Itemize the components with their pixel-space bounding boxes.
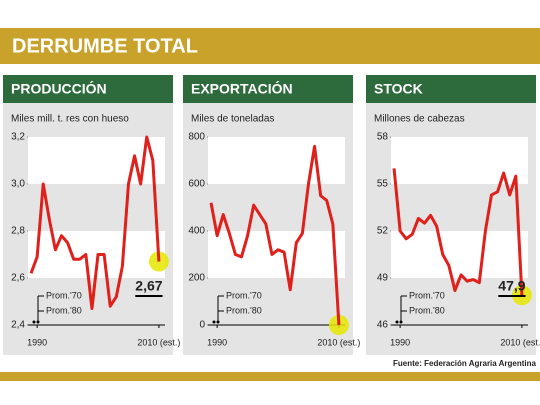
y-tick-label: 3,0 bbox=[11, 179, 25, 190]
grid-band bbox=[208, 231, 345, 278]
footer-band bbox=[0, 372, 540, 381]
grid-band bbox=[391, 231, 528, 278]
annotation: Prom.'70 bbox=[409, 290, 445, 300]
y-axis-label: Miles mill. t. res con hueso bbox=[11, 114, 129, 125]
average-dot bbox=[36, 320, 40, 324]
line bbox=[392, 168, 524, 296]
x-tick-label: 1990 bbox=[27, 337, 47, 347]
y-tick-label: 55 bbox=[377, 179, 389, 190]
y-tick-label: 200 bbox=[188, 273, 205, 284]
source: Fuente: Federación Agraria Argentina bbox=[393, 359, 537, 368]
panel-header bbox=[366, 75, 536, 103]
y-tick-label: 58 bbox=[377, 132, 389, 143]
x-tick-label: 1990 bbox=[390, 337, 410, 347]
y-tick-label: 400 bbox=[188, 226, 205, 237]
header-band bbox=[0, 28, 540, 64]
x-tick-label: 2010 (est.) bbox=[137, 337, 180, 347]
annotation: Prom.'80 bbox=[46, 305, 82, 315]
y-tick-label: 2,4 bbox=[11, 320, 25, 331]
grid-band bbox=[208, 137, 345, 184]
panel-header bbox=[3, 75, 173, 103]
y-tick-label: 46 bbox=[377, 320, 389, 331]
annotation: Prom.'70 bbox=[46, 290, 82, 300]
panel-title: EXPORTACIÓN bbox=[191, 80, 293, 97]
panel-header bbox=[183, 75, 353, 103]
y-tick-label: 2,8 bbox=[11, 226, 25, 237]
y-tick-label: 0 bbox=[199, 320, 205, 331]
grid-band bbox=[391, 137, 528, 184]
annotation: Prom.'80 bbox=[409, 305, 445, 315]
annotation: Prom.'70 bbox=[226, 290, 262, 300]
annotation: Prom.'80 bbox=[226, 305, 262, 315]
average-dot bbox=[212, 320, 216, 324]
average-dot bbox=[216, 320, 220, 324]
average-dot bbox=[32, 320, 36, 324]
line bbox=[209, 144, 341, 326]
average-dot bbox=[395, 320, 399, 324]
average-dot bbox=[399, 320, 403, 324]
y-tick-label: 800 bbox=[188, 132, 205, 143]
y-tick-label: 600 bbox=[188, 179, 205, 190]
panel-title: PRODUCCIÓN bbox=[11, 80, 107, 97]
main-title: DERRUMBE TOTAL bbox=[12, 35, 198, 57]
value-label: 2,67 bbox=[135, 278, 162, 294]
y-tick-label: 2,6 bbox=[11, 273, 25, 284]
line bbox=[29, 135, 161, 311]
y-tick-label: 3,2 bbox=[11, 132, 25, 143]
x-tick-label: 2010 (est.) bbox=[317, 337, 360, 347]
panel-title: STOCK bbox=[374, 81, 423, 97]
y-axis-label: Miles de toneladas bbox=[191, 114, 274, 125]
x-tick-label: 1990 bbox=[207, 337, 227, 347]
value-label: 47,9 bbox=[498, 278, 525, 294]
y-tick-label: 49 bbox=[377, 273, 389, 284]
x-tick-label: 2010 (est.) bbox=[500, 337, 540, 347]
y-axis-label: Millones de cabezas bbox=[374, 114, 465, 125]
y-tick-label: 52 bbox=[377, 226, 389, 237]
